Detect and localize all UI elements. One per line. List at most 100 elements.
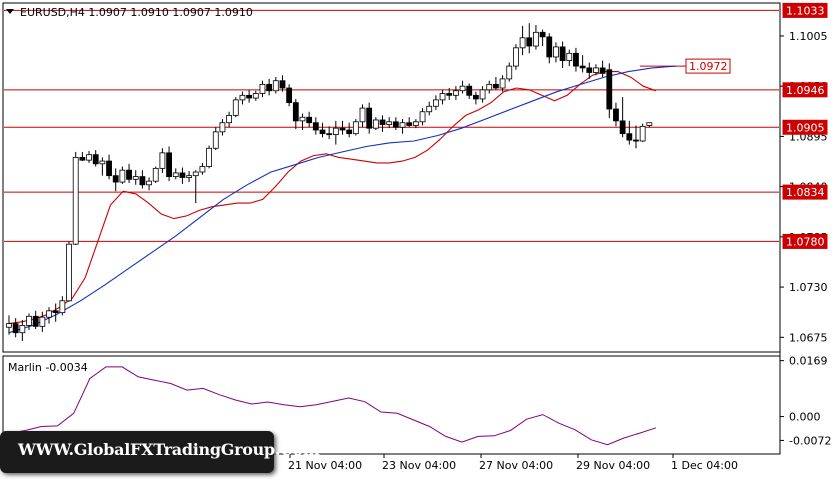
candle[interactable] [366,102,373,134]
candle[interactable] [166,146,172,182]
candle[interactable] [459,80,466,94]
candle[interactable] [526,23,533,54]
candle[interactable] [513,44,519,70]
candle[interactable] [312,117,319,135]
candle[interactable] [92,150,99,167]
candle[interactable] [306,111,313,128]
candle[interactable] [633,125,639,149]
candle[interactable] [432,95,439,110]
candle[interactable] [466,83,473,99]
candle[interactable] [372,117,379,131]
candle[interactable] [239,91,246,105]
candle[interactable] [319,122,326,138]
candle[interactable] [539,29,546,47]
candle[interactable] [619,97,626,138]
main-chart-frame[interactable] [2,2,781,353]
candle[interactable] [152,166,159,183]
candle[interactable] [26,313,32,330]
candle[interactable] [586,62,593,79]
candle[interactable] [46,307,52,324]
candle[interactable] [493,77,499,90]
candle[interactable] [426,101,433,116]
candle[interactable] [99,157,106,176]
candle[interactable] [226,111,233,128]
candle[interactable] [499,75,506,92]
candle[interactable] [479,86,486,103]
candle[interactable] [379,115,386,132]
candle[interactable] [199,162,206,175]
candle[interactable] [546,33,553,64]
candle[interactable] [386,117,393,129]
candle[interactable] [412,119,419,129]
candle[interactable] [533,25,539,50]
candle[interactable] [339,120,346,135]
candle[interactable] [272,77,279,94]
level-price-label[interactable]: 1.0905 [782,119,828,135]
candle[interactable] [126,163,132,183]
candle[interactable] [246,89,253,103]
candle[interactable] [346,122,353,138]
candle[interactable] [252,90,259,101]
candle[interactable] [112,168,119,192]
level-price-label[interactable]: 1.1033 [782,2,828,18]
candle[interactable] [579,55,586,73]
candle[interactable] [566,49,573,67]
candle[interactable] [573,47,579,72]
candle[interactable] [279,75,286,92]
candle[interactable] [399,119,406,134]
candle[interactable] [486,80,493,94]
candle[interactable] [286,84,293,107]
candle[interactable] [86,151,92,163]
candle[interactable] [159,148,166,173]
candle[interactable] [639,123,646,142]
candle[interactable] [12,318,19,338]
candle[interactable] [419,108,426,126]
candle[interactable] [332,120,339,145]
level-price-label[interactable]: 1.0834 [782,184,828,200]
candle[interactable] [6,315,12,335]
candle[interactable] [72,151,79,246]
candle[interactable] [232,97,239,118]
candle[interactable] [266,78,273,96]
candle[interactable] [352,119,359,136]
candle[interactable] [146,177,152,191]
candle[interactable] [599,60,606,78]
candle[interactable] [626,120,633,145]
candle[interactable] [52,303,59,322]
candle[interactable] [326,126,333,140]
candle[interactable] [559,41,566,68]
candle[interactable] [212,127,219,151]
candle[interactable] [359,104,366,128]
candle[interactable] [172,168,179,180]
level-price-label[interactable]: 1.0780 [782,233,828,249]
candle[interactable] [392,117,399,131]
candle[interactable] [39,311,46,332]
level-price-label[interactable]: 1.0972 [685,58,731,74]
candle[interactable] [192,170,199,204]
candle[interactable] [106,154,112,180]
candle[interactable] [593,64,599,76]
candle[interactable] [79,151,86,162]
candle[interactable] [439,89,446,105]
candle[interactable] [259,80,266,98]
candle[interactable] [646,122,653,128]
chart-menu-triangle-icon[interactable] [6,9,14,14]
candle[interactable] [446,88,453,100]
candle[interactable] [472,91,479,105]
candle[interactable] [299,113,306,131]
candle[interactable] [139,170,146,189]
candle[interactable] [506,62,513,82]
candle[interactable] [606,63,613,119]
candle[interactable] [613,102,619,127]
candle[interactable] [32,310,39,330]
candle[interactable] [119,166,126,184]
candle[interactable] [186,171,192,183]
candle[interactable] [553,42,559,63]
candle[interactable] [406,117,413,128]
candle[interactable] [179,167,186,184]
level-price-label[interactable]: 1.0946 [782,82,828,98]
candle[interactable] [452,86,459,100]
candle[interactable] [206,145,213,169]
candle[interactable] [59,296,66,316]
